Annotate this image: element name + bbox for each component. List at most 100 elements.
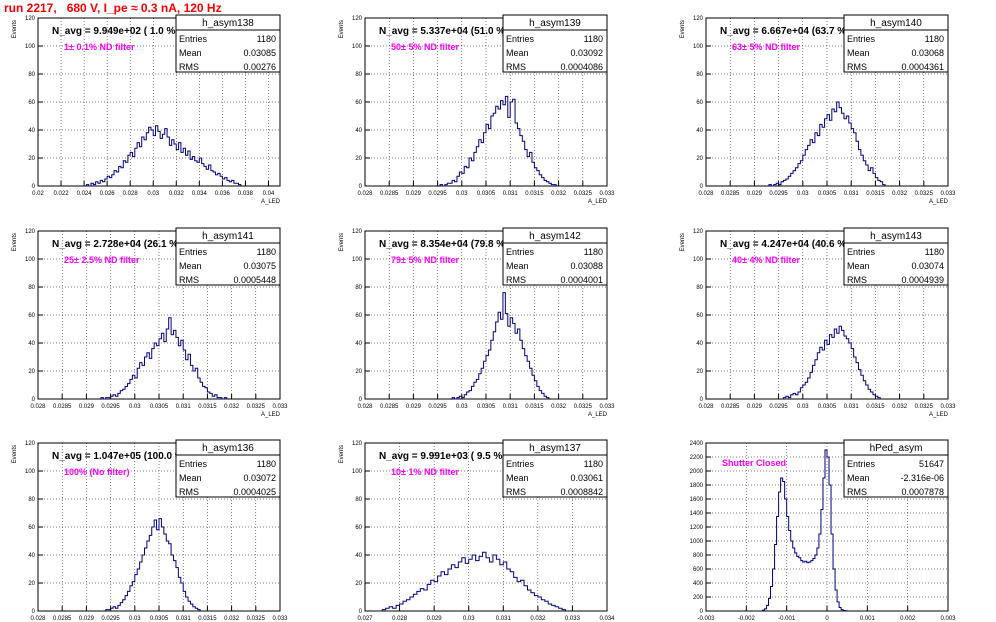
y-tick-label: 0 (32, 609, 36, 615)
stats-label-rms: RMS (506, 487, 526, 497)
x-tick-label: -0.003 (697, 616, 715, 622)
y-tick-label: 60 (28, 100, 35, 106)
histogram-line (100, 317, 228, 400)
y-axis-label: Events (339, 20, 345, 38)
stats-label-mean: Mean (506, 48, 529, 58)
y-tick-label: 60 (355, 100, 362, 106)
filter-annotation: 63± 5% ND filter (732, 42, 800, 52)
histogram-line (451, 292, 550, 400)
y-tick-label: 40 (28, 553, 35, 559)
stats-label-entries: Entries (506, 34, 535, 44)
stats-box: h_asym141 Entries 1180 Mean 0.03075 RMS 0.0005… (175, 227, 281, 286)
stats-label-entries: Entries (506, 459, 535, 469)
stats-box-frame (175, 439, 281, 498)
y-tick-label: 800 (693, 553, 704, 559)
x-tick-label: 0.0325 (915, 404, 934, 410)
x-tick-label: 0.0315 (866, 404, 885, 410)
x-tick-label: 0.033 (272, 404, 288, 410)
x-tick-label: 0.0285 (721, 191, 740, 197)
stats-box: h_asym136 Entries 1180 Mean 0.03072 RMS 0.0004… (175, 439, 281, 498)
x-tick-label: 0.029 (427, 616, 443, 622)
x-tick-label: 0.028 (357, 191, 373, 197)
x-tick-label: 0.0325 (247, 404, 266, 410)
y-tick-label: 120 (352, 229, 363, 235)
x-tick-label: 0.033 (940, 191, 956, 197)
y-tick-label: 80 (28, 72, 35, 78)
x-tick-label: 0.04 (263, 191, 275, 197)
x-tick-label: 0.031 (496, 616, 512, 622)
stats-value-entries: 1180 (257, 459, 276, 469)
x-tick-label: 0.029 (79, 616, 95, 622)
x-tick-label: 0.031 (176, 616, 192, 622)
stats-box: h_asym137 Entries 1180 Mean 0.03061 RMS 0.0008… (502, 439, 608, 498)
x-tick-label: 0.032 (551, 404, 567, 410)
stats-label-mean: Mean (506, 261, 529, 271)
histogram-title: N_avg = 9.991e+03 ( 9.5 %) (379, 451, 506, 462)
x-tick-label: 0.038 (238, 191, 254, 197)
stats-value-mean: -2.316e-06 (900, 473, 944, 483)
filter-annotation: 100% (No filter) (64, 467, 130, 477)
x-tick-label: 0.003 (940, 616, 956, 622)
y-tick-label: 0 (700, 397, 704, 403)
stats-label-mean: Mean (179, 473, 202, 483)
stats-label-entries: Entries (847, 459, 876, 469)
histogram-line (439, 95, 557, 187)
histogram-panel-h_asym137: 0.027 0.028 0.029 0.03 0.031 0.032 0.033 0.034 0… (339, 439, 615, 622)
y-tick-label: 20 (28, 581, 35, 587)
x-tick-label: 0.0295 (428, 191, 447, 197)
stats-label-rms: RMS (847, 62, 867, 72)
x-tick-label: 0.0295 (101, 404, 120, 410)
histogram-line (105, 518, 201, 611)
x-tick-label: -0.002 (738, 616, 756, 622)
y-tick-label: 400 (693, 581, 704, 587)
stats-label-mean: Mean (847, 473, 870, 483)
stats-value-entries: 1180 (925, 34, 944, 44)
y-tick-label: 80 (28, 285, 35, 291)
stats-label-mean: Mean (847, 48, 870, 58)
stats-value-mean: 0.03068 (911, 48, 944, 58)
stats-value-rms: 0.00276 (243, 62, 276, 72)
histogram-panel-h_asym140: 0.028 0.0285 0.029 0.0295 0.03 0.0305 0.031 0.0… (680, 14, 956, 205)
y-tick-label: 1800 (690, 483, 704, 489)
stats-box-frame (843, 439, 949, 498)
histogram-line (761, 449, 848, 612)
filter-annotation: 50± 5% ND filter (391, 42, 459, 52)
histogram-panel-h_asym136: 0.028 0.0285 0.029 0.0295 0.03 0.0305 0.031 0.0… (12, 439, 288, 622)
x-tick-label: 0.029 (747, 191, 763, 197)
y-axis-label: Events (12, 20, 18, 38)
x-tick-label: 0.0325 (574, 191, 593, 197)
histogram-name: h_asym140 (870, 18, 922, 29)
y-tick-label: 20 (696, 369, 703, 375)
y-tick-label: 40 (696, 128, 703, 134)
x-tick-label: 0.032 (530, 616, 546, 622)
stats-box-frame (502, 439, 608, 498)
y-tick-label: 2000 (690, 469, 704, 475)
y-tick-label: 40 (355, 341, 362, 347)
histogram-title: N_avg = 8.354e+04 (79.8 %) (379, 239, 509, 250)
x-axis-label: A_LED (261, 412, 281, 418)
y-tick-label: 0 (700, 609, 704, 615)
stats-box: h_asym138 Entries 1180 Mean 0.03085 RMS 0.0027… (175, 14, 281, 73)
x-tick-label: 0.03 (129, 616, 141, 622)
stats-label-rms: RMS (506, 275, 526, 285)
histogram-title: N_avg = 2.728e+04 (26.1 %) (52, 239, 182, 250)
y-tick-label: 80 (355, 285, 362, 291)
x-tick-label: 0.03 (463, 616, 475, 622)
stats-box: h_asym142 Entries 1180 Mean 0.03088 RMS 0.0004… (502, 227, 608, 286)
stats-value-mean: 0.03075 (243, 261, 276, 271)
histogram-name: h_asym141 (202, 231, 254, 242)
y-tick-label: 80 (28, 497, 35, 503)
stats-label-mean: Mean (847, 261, 870, 271)
stats-value-rms: 0.0007878 (901, 487, 944, 497)
histogram-name: h_asym137 (529, 443, 581, 454)
x-tick-label: 0.024 (77, 191, 93, 197)
y-tick-label: 100 (693, 257, 704, 263)
stats-value-mean: 0.03088 (570, 261, 603, 271)
y-axis-label: Events (680, 20, 686, 38)
y-tick-label: 100 (25, 469, 36, 475)
stats-value-rms: 0.0008842 (560, 487, 603, 497)
x-tick-label: 0.034 (192, 191, 208, 197)
x-tick-label: 0.03 (456, 191, 468, 197)
y-axis-label: Events (680, 233, 686, 251)
